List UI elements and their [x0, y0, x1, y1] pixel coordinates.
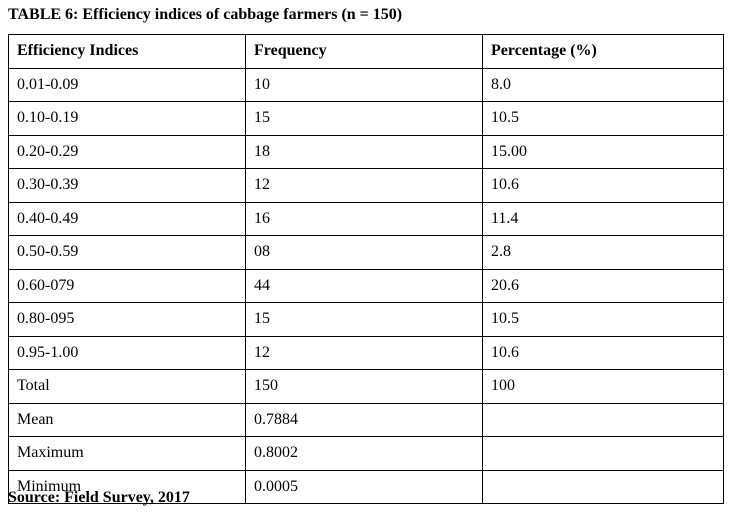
table-row: 0.50-0.59 08 2.8 [8, 235, 724, 270]
table-cell: 0.80-095 [8, 302, 246, 337]
table-cell: Total [8, 369, 246, 404]
table-cell: 0.01-0.09 [8, 67, 246, 102]
table-row: 0.10-0.19 15 10.5 [8, 101, 724, 136]
table-row: Mean 0.7884 [8, 402, 724, 437]
table-row: Total 150 100 [8, 369, 724, 404]
table-row: Maximum 0.8002 [8, 436, 724, 471]
table-cell [482, 469, 724, 504]
table-cell: 2.8 [482, 235, 724, 270]
table-cell: 150 [245, 369, 483, 404]
table-cell: 12 [245, 168, 483, 203]
table-cell: 0.30-0.39 [8, 168, 246, 203]
table-cell: 0.95-1.00 [8, 335, 246, 370]
table-cell: 8.0 [482, 67, 724, 102]
table-cell: 10.5 [482, 101, 724, 136]
table-title: TABLE 6: Efficiency indices of cabbage f… [8, 6, 403, 23]
header-efficiency-indices: Efficiency Indices [8, 34, 246, 69]
table-row: 0.95-1.00 12 10.6 [8, 335, 724, 370]
table-cell: 0.8002 [245, 436, 483, 471]
efficiency-indices-table: Efficiency Indices Frequency Percentage … [8, 34, 724, 504]
table-cell: 10.6 [482, 335, 724, 370]
table-cell: 44 [245, 268, 483, 303]
table-cell: 0.20-0.29 [8, 134, 246, 169]
table-cell: 0.60-079 [8, 268, 246, 303]
table-cell: 10.5 [482, 302, 724, 337]
table-cell: 0.10-0.19 [8, 101, 246, 136]
table-cell: Minimum [8, 469, 246, 504]
table-cell: 08 [245, 235, 483, 270]
table-row: 0.40-0.49 16 11.4 [8, 201, 724, 236]
table-body: 0.01-0.09 10 8.0 0.10-0.19 15 10.5 0.20-0.29 18… [8, 67, 724, 504]
table-cell: 16 [245, 201, 483, 236]
table-cell: 10.6 [482, 168, 724, 203]
table-cell: 15.00 [482, 134, 724, 169]
table-cell: 15 [245, 302, 483, 337]
table-row: Minimum 0.0005 [8, 469, 724, 504]
table-cell: Mean [8, 402, 246, 437]
header-frequency: Frequency [245, 34, 483, 69]
source-note: Source: Field Survey, 2017 [8, 489, 190, 506]
header-percentage: Percentage (%) [482, 34, 724, 69]
table-row: 0.01-0.09 10 8.0 [8, 67, 724, 102]
table-cell: Maximum [8, 436, 246, 471]
table-cell: 0.40-0.49 [8, 201, 246, 236]
table-cell: 0.50-0.59 [8, 235, 246, 270]
table-cell: 10 [245, 67, 483, 102]
table-cell: 100 [482, 369, 724, 404]
table-row: 0.80-095 15 10.5 [8, 302, 724, 337]
table-row: 0.60-079 44 20.6 [8, 268, 724, 303]
table-header-row: Efficiency Indices Frequency Percentage … [8, 34, 724, 69]
table-cell: 0.7884 [245, 402, 483, 437]
table-row: 0.20-0.29 18 15.00 [8, 134, 724, 169]
table-cell: 20.6 [482, 268, 724, 303]
table-cell [482, 402, 724, 437]
table-cell: 11.4 [482, 201, 724, 236]
table-cell: 12 [245, 335, 483, 370]
table-row: 0.30-0.39 12 10.6 [8, 168, 724, 203]
table-cell: 18 [245, 134, 483, 169]
table-cell: 15 [245, 101, 483, 136]
table-cell: 0.0005 [245, 469, 483, 504]
table-cell [482, 436, 724, 471]
